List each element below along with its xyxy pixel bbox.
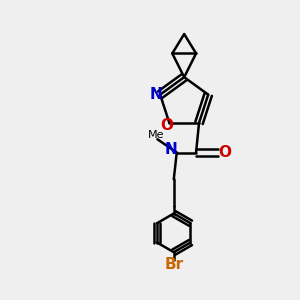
Text: N: N	[149, 87, 162, 102]
Text: O: O	[218, 145, 231, 160]
Text: Me: Me	[148, 130, 164, 140]
Text: N: N	[164, 142, 177, 157]
Text: O: O	[160, 118, 173, 134]
Text: Br: Br	[164, 256, 183, 272]
